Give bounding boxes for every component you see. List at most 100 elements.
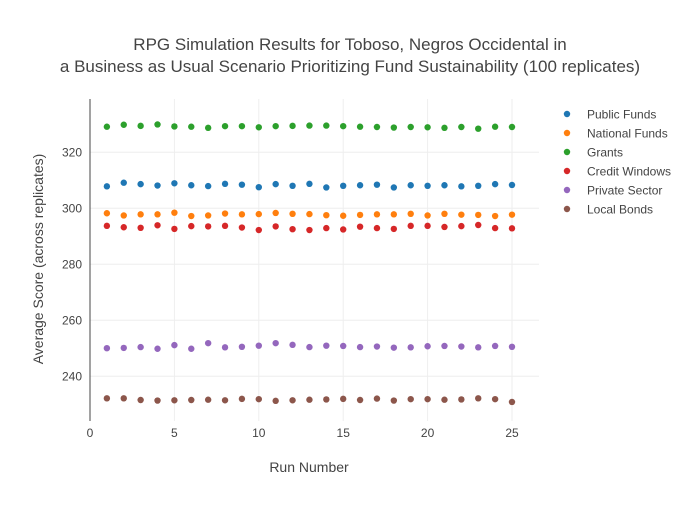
point-local-bonds[interactable]	[120, 395, 127, 402]
point-credit-windows[interactable]	[323, 224, 330, 232]
legend-label-credit-windows[interactable]: Credit Windows	[587, 165, 671, 179]
point-grants[interactable]	[356, 123, 364, 130]
point-national-funds[interactable]	[458, 211, 465, 218]
point-local-bonds[interactable]	[390, 397, 398, 404]
point-local-bonds[interactable]	[154, 397, 161, 404]
point-national-funds[interactable]	[103, 210, 111, 217]
point-national-funds[interactable]	[475, 211, 482, 219]
point-local-bonds[interactable]	[137, 396, 144, 404]
point-local-bonds[interactable]	[238, 395, 246, 403]
point-grants[interactable]	[137, 122, 144, 130]
point-private-sector[interactable]	[272, 339, 279, 347]
point-grants[interactable]	[188, 123, 195, 130]
point-public-funds[interactable]	[188, 182, 195, 189]
point-private-sector[interactable]	[154, 345, 161, 352]
point-credit-windows[interactable]	[103, 222, 111, 230]
point-credit-windows[interactable]	[508, 225, 516, 232]
point-grants[interactable]	[339, 122, 347, 130]
point-credit-windows[interactable]	[475, 221, 482, 229]
point-public-funds[interactable]	[390, 184, 398, 191]
point-local-bonds[interactable]	[491, 395, 499, 403]
point-national-funds[interactable]	[289, 210, 296, 217]
point-credit-windows[interactable]	[441, 223, 448, 231]
point-national-funds[interactable]	[390, 211, 398, 218]
point-public-funds[interactable]	[306, 180, 313, 188]
point-public-funds[interactable]	[373, 181, 381, 188]
legend-marker-public-funds[interactable]	[563, 110, 571, 118]
legend-marker-national-funds[interactable]	[563, 129, 571, 137]
point-grants[interactable]	[154, 121, 161, 128]
point-national-funds[interactable]	[508, 211, 516, 218]
point-private-sector[interactable]	[508, 343, 516, 350]
point-national-funds[interactable]	[339, 212, 347, 219]
point-private-sector[interactable]	[120, 344, 127, 352]
point-national-funds[interactable]	[373, 211, 381, 218]
point-national-funds[interactable]	[255, 210, 262, 218]
point-grants[interactable]	[441, 124, 448, 132]
point-private-sector[interactable]	[441, 342, 448, 350]
point-credit-windows[interactable]	[120, 224, 127, 231]
point-local-bonds[interactable]	[204, 396, 212, 403]
point-private-sector[interactable]	[491, 342, 499, 350]
point-credit-windows[interactable]	[255, 226, 262, 234]
point-public-funds[interactable]	[491, 180, 499, 188]
legend-marker-local-bonds[interactable]	[563, 205, 571, 213]
point-credit-windows[interactable]	[171, 225, 178, 233]
point-grants[interactable]	[390, 124, 398, 131]
point-credit-windows[interactable]	[306, 226, 313, 234]
point-national-funds[interactable]	[120, 212, 127, 219]
point-local-bonds[interactable]	[255, 395, 262, 403]
point-private-sector[interactable]	[204, 339, 212, 347]
point-grants[interactable]	[289, 122, 296, 130]
legend-label-public-funds[interactable]: Public Funds	[587, 108, 656, 122]
point-private-sector[interactable]	[255, 342, 262, 349]
point-local-bonds[interactable]	[373, 395, 381, 402]
point-credit-windows[interactable]	[407, 222, 414, 230]
point-public-funds[interactable]	[221, 180, 229, 188]
point-local-bonds[interactable]	[508, 398, 516, 406]
point-local-bonds[interactable]	[356, 396, 364, 404]
point-public-funds[interactable]	[171, 180, 178, 187]
point-private-sector[interactable]	[289, 341, 296, 349]
point-private-sector[interactable]	[221, 344, 229, 351]
point-grants[interactable]	[255, 124, 262, 131]
point-grants[interactable]	[508, 123, 516, 131]
point-grants[interactable]	[323, 122, 330, 129]
point-local-bonds[interactable]	[188, 396, 195, 404]
point-grants[interactable]	[238, 122, 246, 130]
point-local-bonds[interactable]	[475, 395, 482, 402]
point-private-sector[interactable]	[390, 344, 398, 351]
point-credit-windows[interactable]	[188, 222, 195, 230]
point-grants[interactable]	[204, 124, 212, 132]
point-public-funds[interactable]	[272, 180, 279, 188]
point-public-funds[interactable]	[120, 179, 127, 186]
point-private-sector[interactable]	[137, 343, 144, 351]
point-private-sector[interactable]	[373, 343, 381, 350]
point-public-funds[interactable]	[441, 182, 448, 189]
point-credit-windows[interactable]	[272, 223, 279, 230]
point-local-bonds[interactable]	[424, 395, 431, 403]
legend-label-grants[interactable]: Grants	[587, 146, 623, 160]
point-private-sector[interactable]	[306, 343, 313, 351]
point-local-bonds[interactable]	[221, 397, 229, 404]
point-public-funds[interactable]	[154, 182, 161, 189]
point-national-funds[interactable]	[204, 212, 212, 219]
point-local-bonds[interactable]	[458, 396, 465, 403]
point-public-funds[interactable]	[323, 184, 330, 191]
point-private-sector[interactable]	[475, 344, 482, 351]
point-national-funds[interactable]	[221, 210, 229, 217]
point-national-funds[interactable]	[441, 210, 448, 217]
point-public-funds[interactable]	[424, 182, 431, 189]
point-private-sector[interactable]	[458, 343, 465, 350]
point-grants[interactable]	[407, 123, 414, 131]
point-public-funds[interactable]	[475, 182, 482, 189]
point-private-sector[interactable]	[424, 343, 431, 350]
point-credit-windows[interactable]	[458, 222, 465, 230]
point-grants[interactable]	[171, 123, 178, 130]
point-local-bonds[interactable]	[407, 395, 414, 403]
point-local-bonds[interactable]	[323, 396, 330, 403]
point-public-funds[interactable]	[289, 182, 296, 189]
point-private-sector[interactable]	[171, 341, 178, 349]
point-private-sector[interactable]	[356, 343, 364, 351]
point-public-funds[interactable]	[137, 180, 144, 188]
